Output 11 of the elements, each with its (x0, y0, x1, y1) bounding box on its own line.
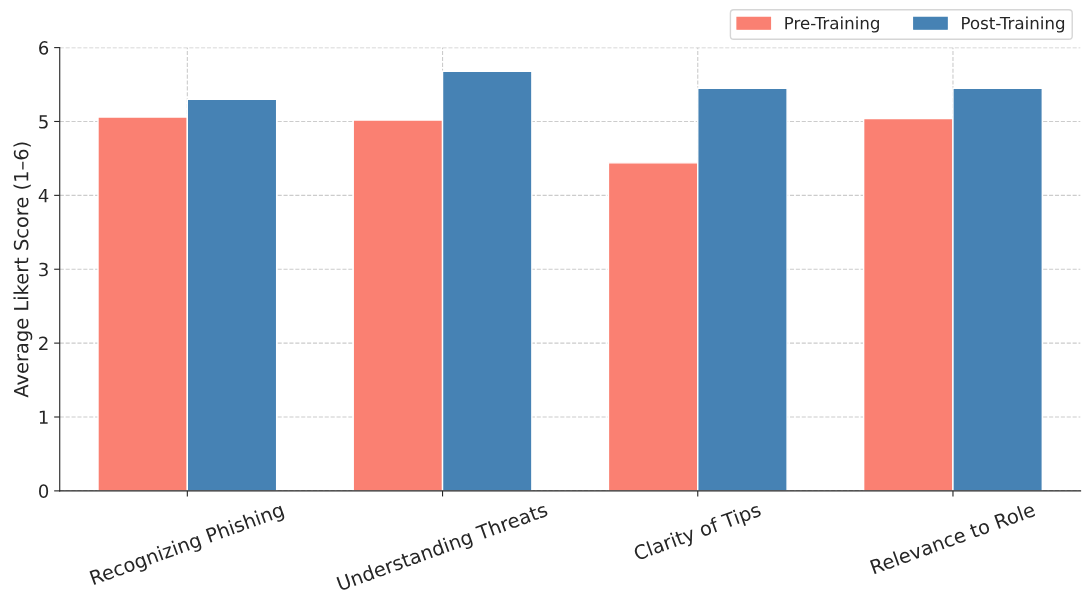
y-tick-label: 1 (39, 410, 48, 424)
y-tick-label: 0 (39, 484, 49, 498)
legend-label: Pre-Training (785, 16, 879, 33)
legend-label: Post-Training (962, 16, 1065, 33)
x-tick-label: Clarity of Tips (632, 501, 763, 565)
y-tick-label: 2 (39, 336, 48, 350)
y-axis-title: Average Likert Score (1–6) (13, 142, 33, 398)
y-tick-label: 4 (38, 189, 49, 203)
y-tick-label: 5 (39, 115, 48, 129)
y-tick-label: 6 (39, 41, 49, 55)
y-tick-label: 3 (39, 262, 48, 277)
